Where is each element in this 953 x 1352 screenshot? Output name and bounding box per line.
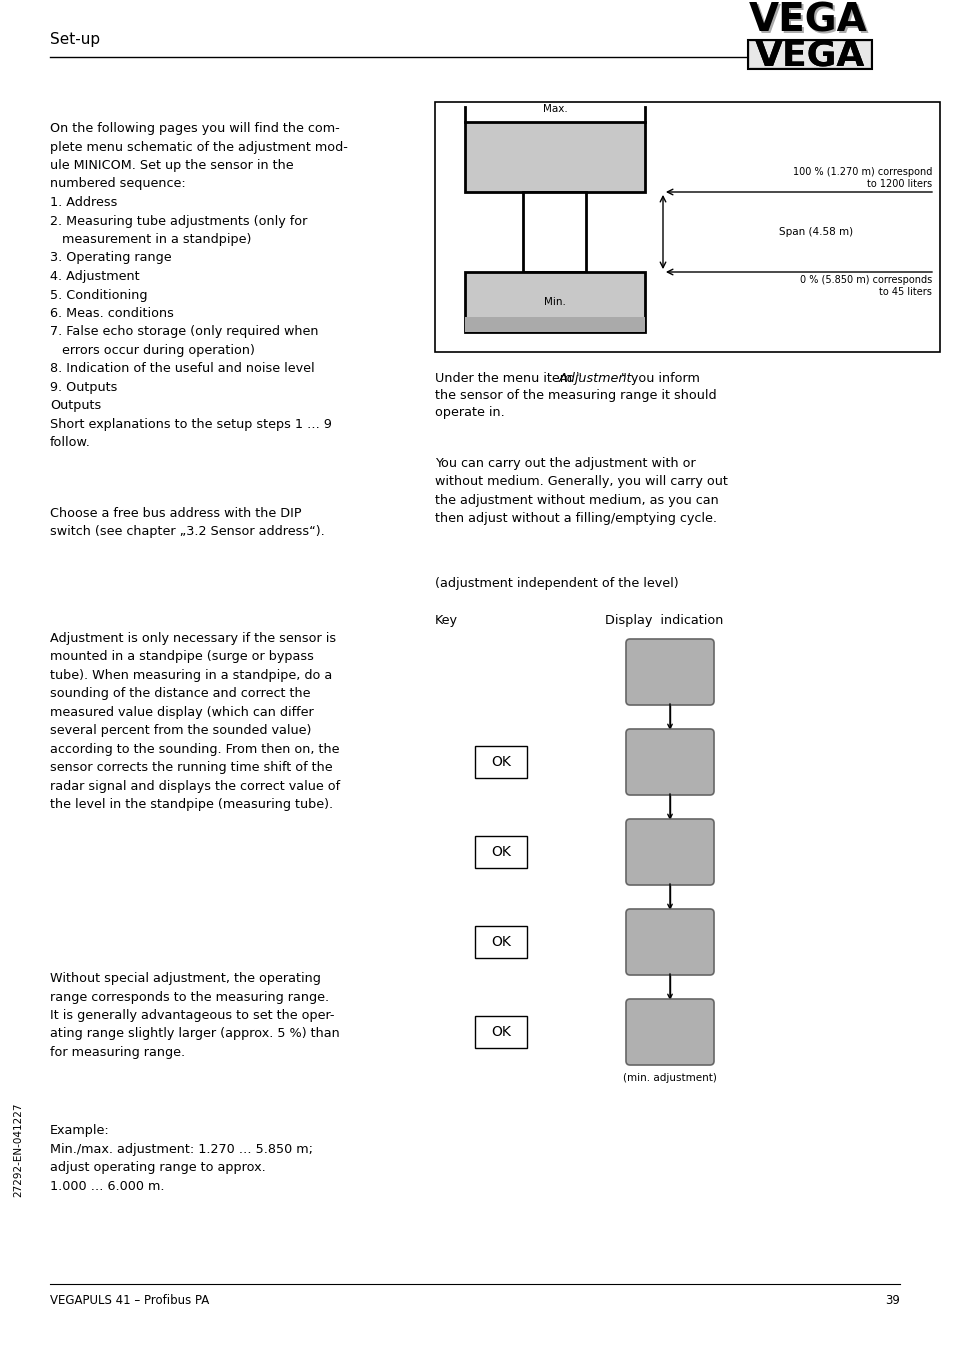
Text: Choose a free bus address with the DIP
switch (see chapter „3.2 Sensor address“): Choose a free bus address with the DIP s…	[50, 507, 324, 538]
FancyBboxPatch shape	[625, 819, 713, 886]
Text: 100 % (1.270 m) correspond
to 1200 liters: 100 % (1.270 m) correspond to 1200 liter…	[792, 168, 931, 189]
Bar	[747, 41, 871, 69]
Bar	[523, 192, 586, 272]
Text: OK: OK	[491, 845, 511, 859]
Text: VEGA: VEGA	[748, 1, 867, 41]
Bar	[475, 926, 526, 959]
Text: Adjustment: Adjustment	[558, 372, 632, 385]
Bar	[475, 836, 526, 868]
Text: OK: OK	[491, 1025, 511, 1038]
Text: Set-up: Set-up	[50, 32, 100, 47]
Text: Adjustment is only necessary if the sensor is
mounted in a standpipe (surge or b: Adjustment is only necessary if the sens…	[50, 631, 340, 811]
Text: VEGAPULS 41 – Profibus PA: VEGAPULS 41 – Profibus PA	[50, 1294, 209, 1307]
Text: Without special adjustment, the operating
range corresponds to the measuring ran: Without special adjustment, the operatin…	[50, 972, 339, 1059]
Text: OK: OK	[491, 936, 511, 949]
Text: VEGA: VEGA	[754, 38, 864, 72]
Text: Span (4.58 m): Span (4.58 m)	[779, 227, 853, 237]
Text: operate in.: operate in.	[435, 406, 504, 419]
Text: You can carry out the adjustment with or
without medium. Generally, you will car: You can carry out the adjustment with or…	[435, 457, 727, 526]
Text: On the following pages you will find the com-
plete menu schematic of the adjust: On the following pages you will find the…	[50, 122, 348, 449]
Text: Example:
Min./max. adjustment: 1.270 … 5.850 m;
adjust operating range to approx: Example: Min./max. adjustment: 1.270 … 5…	[50, 1124, 313, 1192]
Bar	[464, 272, 644, 333]
Text: (min. adjustment): (min. adjustment)	[622, 1073, 717, 1083]
Bar	[475, 1015, 526, 1048]
FancyBboxPatch shape	[625, 729, 713, 795]
Text: VEGA: VEGA	[754, 38, 864, 72]
Bar	[435, 101, 939, 352]
Bar	[464, 316, 644, 333]
Text: 39: 39	[884, 1294, 899, 1307]
Bar	[749, 42, 869, 68]
Text: " you inform: " you inform	[620, 372, 700, 385]
Text: Under the menu item ": Under the menu item "	[435, 372, 581, 385]
Text: 0 % (5.850 m) corresponds
to 45 liters: 0 % (5.850 m) corresponds to 45 liters	[799, 274, 931, 296]
Text: Display  indication: Display indication	[604, 614, 722, 627]
Text: Max.: Max.	[542, 104, 567, 114]
Text: (adjustment independent of the level): (adjustment independent of the level)	[435, 577, 678, 589]
Text: 27292-EN-041227: 27292-EN-041227	[13, 1102, 23, 1197]
Text: Key: Key	[435, 614, 457, 627]
Text: the sensor of the measuring range it should: the sensor of the measuring range it sho…	[435, 389, 716, 402]
Text: Min.: Min.	[543, 297, 565, 307]
Bar	[464, 122, 644, 192]
Bar	[475, 746, 526, 777]
FancyBboxPatch shape	[625, 639, 713, 704]
Text: VEGA: VEGA	[750, 4, 869, 42]
FancyBboxPatch shape	[625, 999, 713, 1065]
Text: OK: OK	[491, 754, 511, 769]
FancyBboxPatch shape	[625, 909, 713, 975]
